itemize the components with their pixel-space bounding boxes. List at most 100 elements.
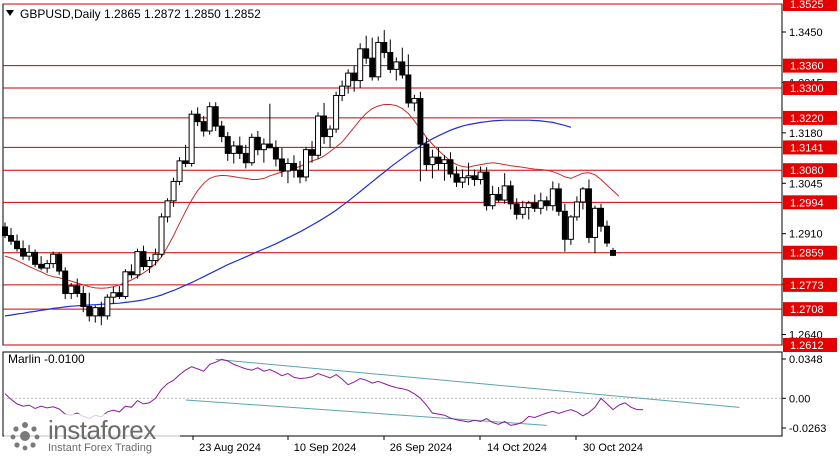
candle-bear-body <box>224 136 231 154</box>
candle-bull-body <box>375 41 382 78</box>
candle-bull-body <box>303 149 309 178</box>
candle-bull-body <box>104 296 111 317</box>
candle-bull-body <box>248 136 255 164</box>
date-tick-label: 26 Sep 2024 <box>390 442 452 454</box>
level-tag-label: 1.2994 <box>790 197 824 209</box>
candle-bull-body <box>315 115 322 156</box>
candle-bear-body <box>290 162 297 171</box>
candle-bear-body <box>212 106 219 127</box>
level-tag-label: 1.3141 <box>790 142 824 154</box>
candle-bear-body <box>98 307 105 317</box>
candle-bear-body <box>585 188 592 238</box>
level-tag <box>783 302 837 317</box>
indicator-panel-frame <box>2 351 783 437</box>
candle-bear-body <box>495 193 502 201</box>
level-tag-label: 1.2859 <box>790 248 824 260</box>
candle-bull-body <box>393 61 400 70</box>
candle-bull-body <box>92 307 99 317</box>
candle-bull-body <box>537 200 544 209</box>
candle-bear-body <box>309 149 316 156</box>
candle-bear-body <box>435 156 442 164</box>
level-tag-label: 1.2612 <box>790 340 824 352</box>
level-tag <box>783 163 837 178</box>
candle-bear-body <box>296 169 303 178</box>
candle-bear-body <box>399 61 406 76</box>
candle-bull-body <box>357 48 364 82</box>
candle-bull-body <box>327 128 334 138</box>
level-tag <box>783 338 837 352</box>
level-tag-label: 1.3220 <box>790 113 824 125</box>
candle-bear-body <box>200 121 207 132</box>
candle-bear-body <box>417 97 424 145</box>
candle-bull-body <box>465 175 472 179</box>
candle-bear-body <box>80 292 87 308</box>
candle-bear-body <box>86 306 93 317</box>
candle-bear-body <box>242 152 249 164</box>
candle-bear-body <box>543 200 550 207</box>
slow-moving-average-line <box>4 119 572 317</box>
candle-bull-body <box>122 271 129 297</box>
level-tag <box>783 58 837 73</box>
level-tag <box>783 0 837 11</box>
level-tag-label: 1.3300 <box>790 83 824 95</box>
candle-bull-body <box>411 97 418 104</box>
price-tick-label: 1.3180 <box>789 128 823 140</box>
candle-bull-body <box>176 160 183 182</box>
candle-bull-body <box>501 185 508 201</box>
candle-bear-body <box>140 251 147 268</box>
candle-bull-body <box>26 251 33 257</box>
candle-bull-body <box>567 216 574 240</box>
candle-bear-body <box>321 115 328 138</box>
candle-bear-body <box>610 250 617 256</box>
date-tick-label: 10 Sep 2024 <box>294 442 356 454</box>
date-tick-label: 23 Aug 2024 <box>199 442 261 454</box>
candle-bull-body <box>50 253 57 265</box>
candle-bear-body <box>531 202 538 209</box>
candle-bull-body <box>284 162 291 172</box>
level-tag <box>783 245 837 260</box>
candle-bear-body <box>604 225 610 244</box>
candle-bear-body <box>471 175 478 181</box>
candle-bear-body <box>56 253 63 272</box>
candle-bear-body <box>405 74 412 104</box>
candle-bull-body <box>591 207 598 238</box>
candle-bull-body <box>170 180 177 202</box>
candle-bear-body <box>218 125 225 138</box>
candle-bull-body <box>44 263 51 269</box>
candle-bull-body <box>429 156 436 166</box>
level-tag <box>783 140 837 155</box>
candle-bear-body <box>14 240 21 250</box>
candle-bull-body <box>525 202 532 209</box>
candle-bear-body <box>513 203 520 215</box>
candle-bull-body <box>345 72 352 87</box>
candle-bear-body <box>507 185 514 205</box>
date-tick-label: 14 Oct 2024 <box>487 442 547 454</box>
collapse-triangle-icon[interactable] <box>6 10 14 16</box>
chart-title: GBPUSD,Daily 1.2865 1.2872 1.2850 1.2852 <box>20 7 261 21</box>
candle-bear-body <box>272 147 279 160</box>
candle-bull-body <box>68 285 75 294</box>
candle-bull-body <box>110 292 117 298</box>
candle-bear-body <box>128 271 135 276</box>
candle-bear-body <box>254 136 261 151</box>
price-tick-label: 1.3045 <box>789 178 823 190</box>
candle-bear-body <box>387 52 394 70</box>
candle-bear-body <box>2 226 8 237</box>
indicator-trendline <box>215 358 740 408</box>
candle-bear-body <box>381 41 388 54</box>
level-tag <box>783 277 837 292</box>
candle-bull-body <box>260 143 267 151</box>
level-tag-label: 1.3525 <box>790 0 824 11</box>
candle-bear-body <box>116 292 123 297</box>
level-tag <box>783 195 837 210</box>
price-tick-label: 1.3450 <box>789 27 823 39</box>
candle-bull-body <box>230 145 237 154</box>
candle-bull-body <box>489 193 496 207</box>
candle-bear-body <box>363 48 370 59</box>
candle-bull-body <box>477 171 484 181</box>
candle-bull-body <box>459 177 466 183</box>
candle-bear-body <box>423 143 430 166</box>
candle-bull-body <box>441 159 448 164</box>
candles-group <box>2 30 617 326</box>
candle-bear-body <box>278 158 285 172</box>
